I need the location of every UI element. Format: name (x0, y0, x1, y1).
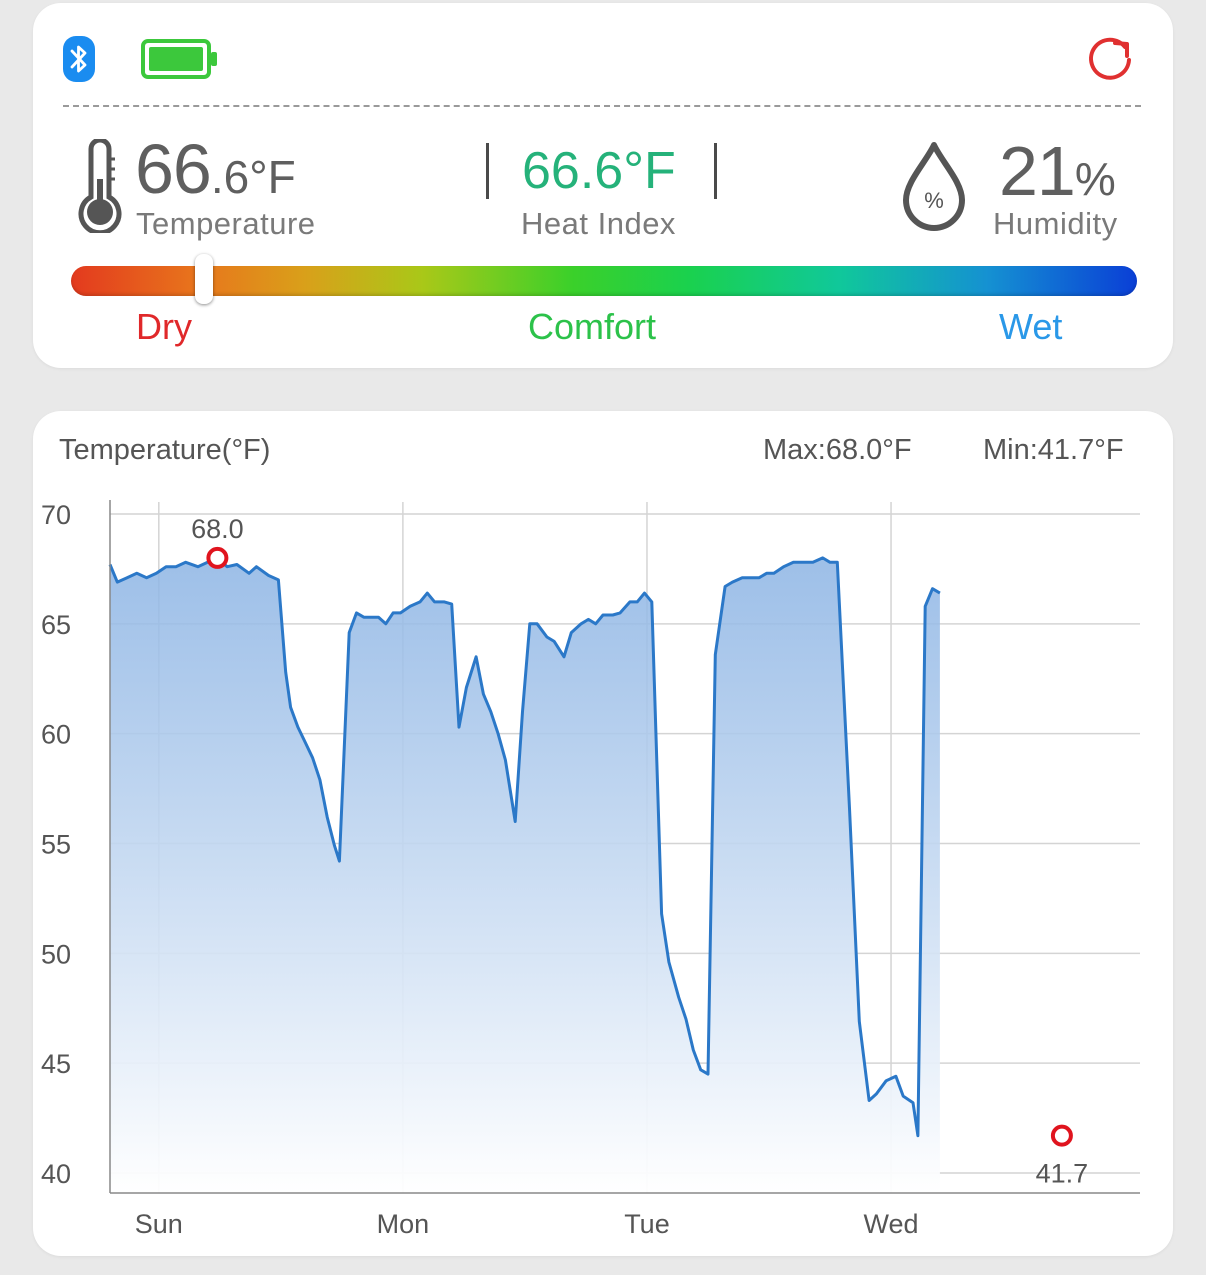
min-data-label: 41.7 (1036, 1159, 1089, 1189)
temperature-value: 66.6°F (135, 129, 296, 209)
battery-full-icon (141, 39, 217, 79)
chart-max-label: Max:68.0°F (763, 434, 912, 466)
y-tick-label: 40 (41, 1159, 71, 1189)
humidity-value: 21% (999, 131, 1116, 211)
series-line (108, 556, 941, 1138)
y-tick-label: 50 (41, 939, 71, 969)
dry-label: Dry (136, 306, 192, 347)
wet-label: Wet (999, 306, 1063, 347)
temperature-chart-card: Temperature(°F) Max:68.0°F Min:41.7°F 70… (33, 411, 1173, 1256)
max-data-label: 68.0 (191, 514, 244, 544)
comfort-label: Comfort (528, 306, 657, 347)
humidity-unit: % (1074, 153, 1116, 205)
comfort-indicator-knob (195, 254, 214, 304)
bluetooth-icon[interactable] (63, 36, 95, 82)
min-marker (1050, 1124, 1073, 1147)
readings-card: 66.6°F Temperature 66.6°F Heat Index % 2… (33, 3, 1173, 368)
x-tick-label: Tue (624, 1209, 670, 1239)
humidity-label: Humidity (993, 206, 1118, 241)
refresh-icon[interactable] (1087, 34, 1135, 82)
temperature-chart: 70 65 60 55 50 45 40 Sun Mon Tue Wed 68.0 41.7 (41, 500, 1140, 1239)
temperature-int: 66 (135, 130, 212, 208)
temperature-unit: °F (249, 151, 296, 203)
humidity-number: 21 (999, 132, 1076, 210)
max-marker (206, 546, 229, 569)
comfort-gradient-bar (71, 266, 1137, 296)
heat-index-right-bar (714, 143, 717, 199)
temperature-label: Temperature (136, 206, 316, 241)
y-tick-label: 60 (41, 720, 71, 750)
svg-text:%: % (924, 188, 944, 213)
x-tick-label: Mon (377, 1209, 430, 1239)
temperature-decimal: .6 (210, 151, 250, 203)
y-tick-label: 65 (41, 610, 71, 640)
x-tick-label: Wed (864, 1209, 919, 1239)
thermometer-icon (77, 137, 123, 236)
chart-min-label: Min:41.7°F (983, 434, 1124, 466)
y-tick-label: 70 (41, 500, 71, 530)
heat-index-label: Heat Index (521, 206, 676, 241)
x-tick-label: Sun (135, 1209, 183, 1239)
heat-index-value: 66.6°F (522, 142, 676, 200)
y-tick-label: 45 (41, 1049, 71, 1079)
dashed-divider (63, 105, 1141, 107)
humidity-drop-icon: % (901, 140, 967, 234)
heat-index-left-bar (486, 143, 489, 199)
y-tick-label: 55 (41, 830, 71, 860)
chart-title: Temperature(°F) (59, 434, 271, 466)
series-area (110, 557, 940, 1193)
